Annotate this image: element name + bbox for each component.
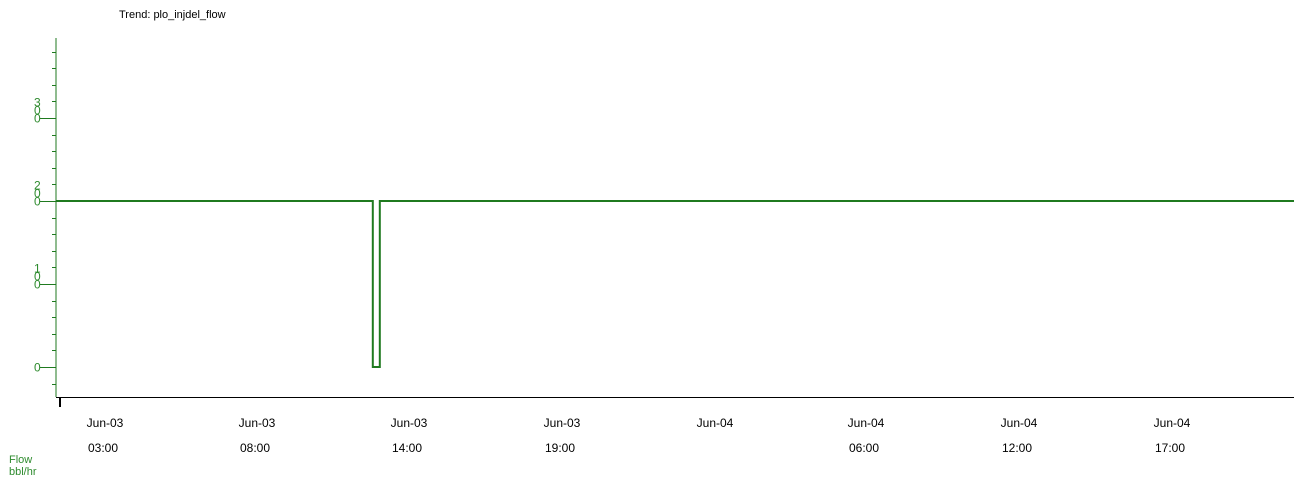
y-tick-label: 0 [34,187,41,201]
x-tick-time-label: 03:00 [88,441,118,455]
x-axis: Jun-03 03:00 Jun-03 08:00 Jun-03 14:00 Jun-03 1… [56,397,1294,455]
x-tick-date-label: Jun-03 [391,416,428,430]
x-tick-date-label: Jun-04 [1154,416,1191,430]
x-tick-time-label: 17:00 [1155,441,1185,455]
chart-title: Trend: plo_injdel_flow [119,9,226,21]
x-tick-date-label: Jun-04 [848,416,885,430]
y-tick-label: 2 [34,179,41,193]
x-tick-time-label: 08:00 [240,441,270,455]
y-tick-label: 0 [34,195,41,209]
x-tick-date-label: Jun-04 [697,416,734,430]
y-tick-label: 0 [34,278,41,292]
x-tick-time-label: 19:00 [545,441,575,455]
x-tick-date-label: Jun-03 [544,416,581,430]
series-line [56,200,1294,368]
plot-area [56,200,1294,368]
x-tick-time-label: 14:00 [392,441,422,455]
x-tick-date-label: Jun-03 [87,416,124,430]
y-tick-label: 0 [34,104,41,118]
y-axis-unit-line: bbl/hr [9,466,37,478]
y-tick-label: 0 [34,112,41,126]
y-tick-label: 0 [34,270,41,284]
x-tick-time-label: 06:00 [849,441,879,455]
y-axis-unit-line: Flow [9,454,32,466]
y-tick-label: 3 [34,96,41,110]
x-tick-time-label: 12:00 [1002,441,1032,455]
y-tick-label: 0 [34,361,41,375]
y-tick-label: 1 [34,262,41,276]
x-tick-date-label: Jun-03 [239,416,276,430]
x-tick-date-label: Jun-04 [1001,416,1038,430]
